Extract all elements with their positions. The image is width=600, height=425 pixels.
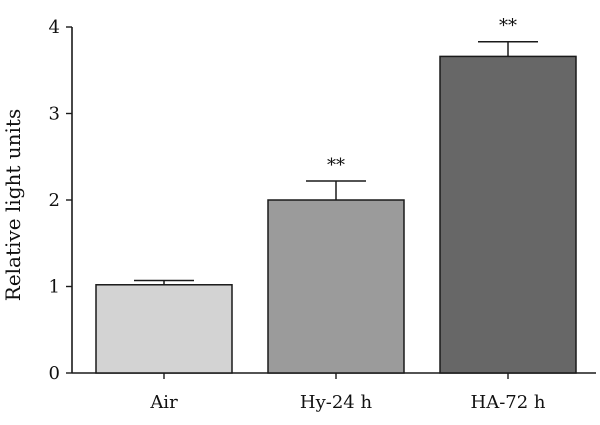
x-ticks: Air Hy-24 h HA-72 h: [149, 373, 546, 413]
significance-label: **: [499, 16, 517, 37]
bar-air: [95, 284, 233, 374]
bar-hy-24-h: [267, 199, 405, 374]
significance-labels: ** **: [327, 16, 517, 176]
y-tick-label: 4: [49, 17, 60, 38]
significance-label: **: [327, 155, 345, 176]
y-tick-label: 1: [49, 277, 60, 298]
y-tick-label: 2: [49, 190, 60, 211]
y-tick-label: 3: [49, 104, 60, 125]
y-tick-label: 0: [49, 363, 60, 384]
y-ticks: 0 1 2 3 4: [49, 17, 72, 384]
y-axis-title: Relative light units: [1, 109, 25, 301]
bar-ha-72-h: [439, 55, 577, 374]
x-tick-label: Air: [149, 392, 178, 413]
x-tick-label: Hy-24 h: [300, 392, 373, 413]
x-tick-label: HA-72 h: [471, 392, 546, 413]
bars: [95, 55, 577, 374]
error-bars: [134, 40, 538, 285]
